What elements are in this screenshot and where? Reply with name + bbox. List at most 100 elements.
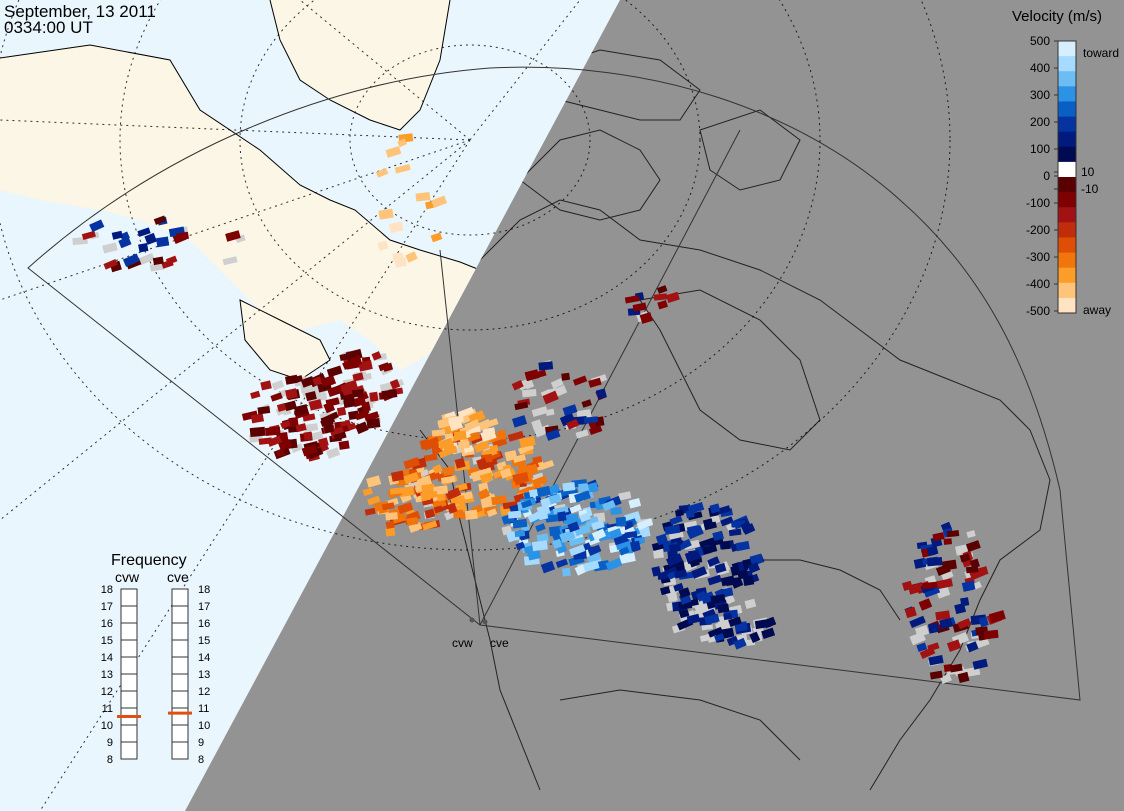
ground-scatter-cell — [699, 634, 709, 642]
velocity-cell — [656, 285, 668, 294]
velocity-cell — [696, 590, 708, 602]
velocity-cell — [507, 430, 525, 442]
velocity-cell — [385, 527, 396, 537]
velocity-cell — [555, 558, 569, 568]
velocity-cell — [589, 516, 599, 524]
frequency-scale-label: 12 — [101, 686, 113, 698]
time-label: 0334:00 UT — [4, 18, 93, 37]
velocity-cell — [430, 232, 443, 243]
velocity-cell — [716, 505, 731, 515]
velocity-cell — [381, 502, 395, 511]
velocity-cell — [569, 504, 582, 514]
velocity-cell — [137, 227, 151, 237]
ground-scatter-cell — [545, 408, 555, 416]
velocity-colorbar-swatch — [1058, 207, 1076, 223]
velocity-cell — [909, 615, 926, 628]
velocity-cell — [295, 423, 307, 433]
velocity-cell — [144, 232, 157, 245]
velocity-cell — [408, 521, 423, 533]
velocity-colorbar-swatch — [1058, 116, 1076, 133]
velocity-cell — [479, 472, 494, 484]
velocity-cell — [377, 240, 389, 251]
velocity-cell — [176, 231, 190, 241]
velocity-tick-label: 400 — [1030, 61, 1050, 75]
velocity-cell — [714, 562, 727, 574]
frequency-title: Frequency — [111, 552, 187, 569]
velocity-cell — [567, 521, 580, 533]
frequency-right-label: cve — [167, 569, 189, 585]
velocity-cell — [431, 195, 448, 209]
velocity-cell — [366, 475, 382, 488]
velocity-cell — [515, 541, 526, 551]
velocity-cell — [103, 259, 118, 270]
velocity-cell — [442, 466, 455, 477]
velocity-cell — [703, 521, 717, 531]
velocity-cell — [691, 566, 708, 579]
velocity-cell — [512, 453, 526, 463]
velocity-legend: Velocity (m/s) toward away 500 400 300 200 1… — [1012, 8, 1119, 318]
velocity-cell — [511, 415, 528, 428]
velocity-cell — [957, 618, 972, 630]
velocity-cell — [714, 633, 725, 642]
velocity-cell — [927, 642, 940, 652]
velocity-cell — [307, 447, 324, 460]
velocity-tick-label: 500 — [1030, 34, 1050, 48]
velocity-cell — [595, 388, 607, 400]
velocity-cell — [528, 489, 538, 498]
velocity-cell — [305, 391, 317, 402]
velocity-cell — [394, 163, 411, 174]
velocity-cell — [431, 429, 446, 437]
ground-scatter-cell — [652, 548, 664, 559]
velocity-cell — [491, 495, 508, 506]
velocity-cell — [250, 390, 261, 400]
velocity-cell — [285, 374, 299, 385]
velocity-cell — [89, 219, 105, 233]
radar-sites: cvw cve — [452, 617, 509, 650]
frequency-scale-label: 10 — [101, 720, 113, 732]
velocity-cell — [708, 537, 724, 547]
velocity-cell — [422, 520, 438, 531]
velocity-cell — [749, 631, 761, 644]
velocity-cell — [378, 208, 394, 220]
ground-scatter-cell — [315, 392, 328, 402]
day-side-land — [0, 0, 480, 380]
velocity-cell — [477, 488, 491, 500]
velocity-cell — [916, 642, 928, 653]
velocity-cell — [733, 637, 747, 650]
velocity-cell — [284, 400, 297, 412]
velocity-cell — [657, 300, 668, 310]
velocity-cell — [954, 602, 967, 615]
velocity-tick-label: -500 — [1026, 304, 1050, 318]
velocity-cell — [249, 426, 266, 438]
velocity-cell — [397, 138, 408, 148]
velocity-cell — [516, 459, 527, 470]
velocity-cell — [389, 379, 401, 390]
velocity-cell — [446, 445, 458, 455]
velocity-cell — [138, 242, 149, 253]
velocity-tick-label: 10 — [1081, 165, 1095, 179]
velocity-cell — [308, 399, 323, 411]
velocity-cell — [519, 436, 536, 448]
velocity-cell — [618, 546, 630, 556]
velocity-cell — [527, 510, 544, 523]
ground-scatter-cell — [909, 631, 926, 646]
ground-scatter-cell — [936, 588, 951, 599]
velocity-cell — [613, 533, 629, 546]
velocity-cell — [423, 453, 438, 462]
velocity-colorbar-swatch — [1058, 71, 1076, 87]
frequency-scale-label: 15 — [101, 635, 113, 647]
velocity-cell — [364, 411, 380, 422]
ground-scatter-cell — [311, 431, 324, 441]
velocity-cell — [943, 538, 953, 545]
legend-toward-label: toward — [1083, 46, 1119, 60]
velocity-cell — [276, 402, 287, 412]
velocity-colorbar — [1058, 41, 1076, 314]
velocity-cell — [489, 444, 499, 453]
velocity-cell — [111, 230, 123, 240]
velocity-cell — [946, 530, 960, 538]
velocity-cell — [685, 510, 695, 519]
velocity-cell — [605, 557, 623, 571]
ground-scatter-cell — [149, 262, 164, 272]
velocity-cell — [458, 440, 470, 449]
velocity-cell — [978, 616, 989, 628]
